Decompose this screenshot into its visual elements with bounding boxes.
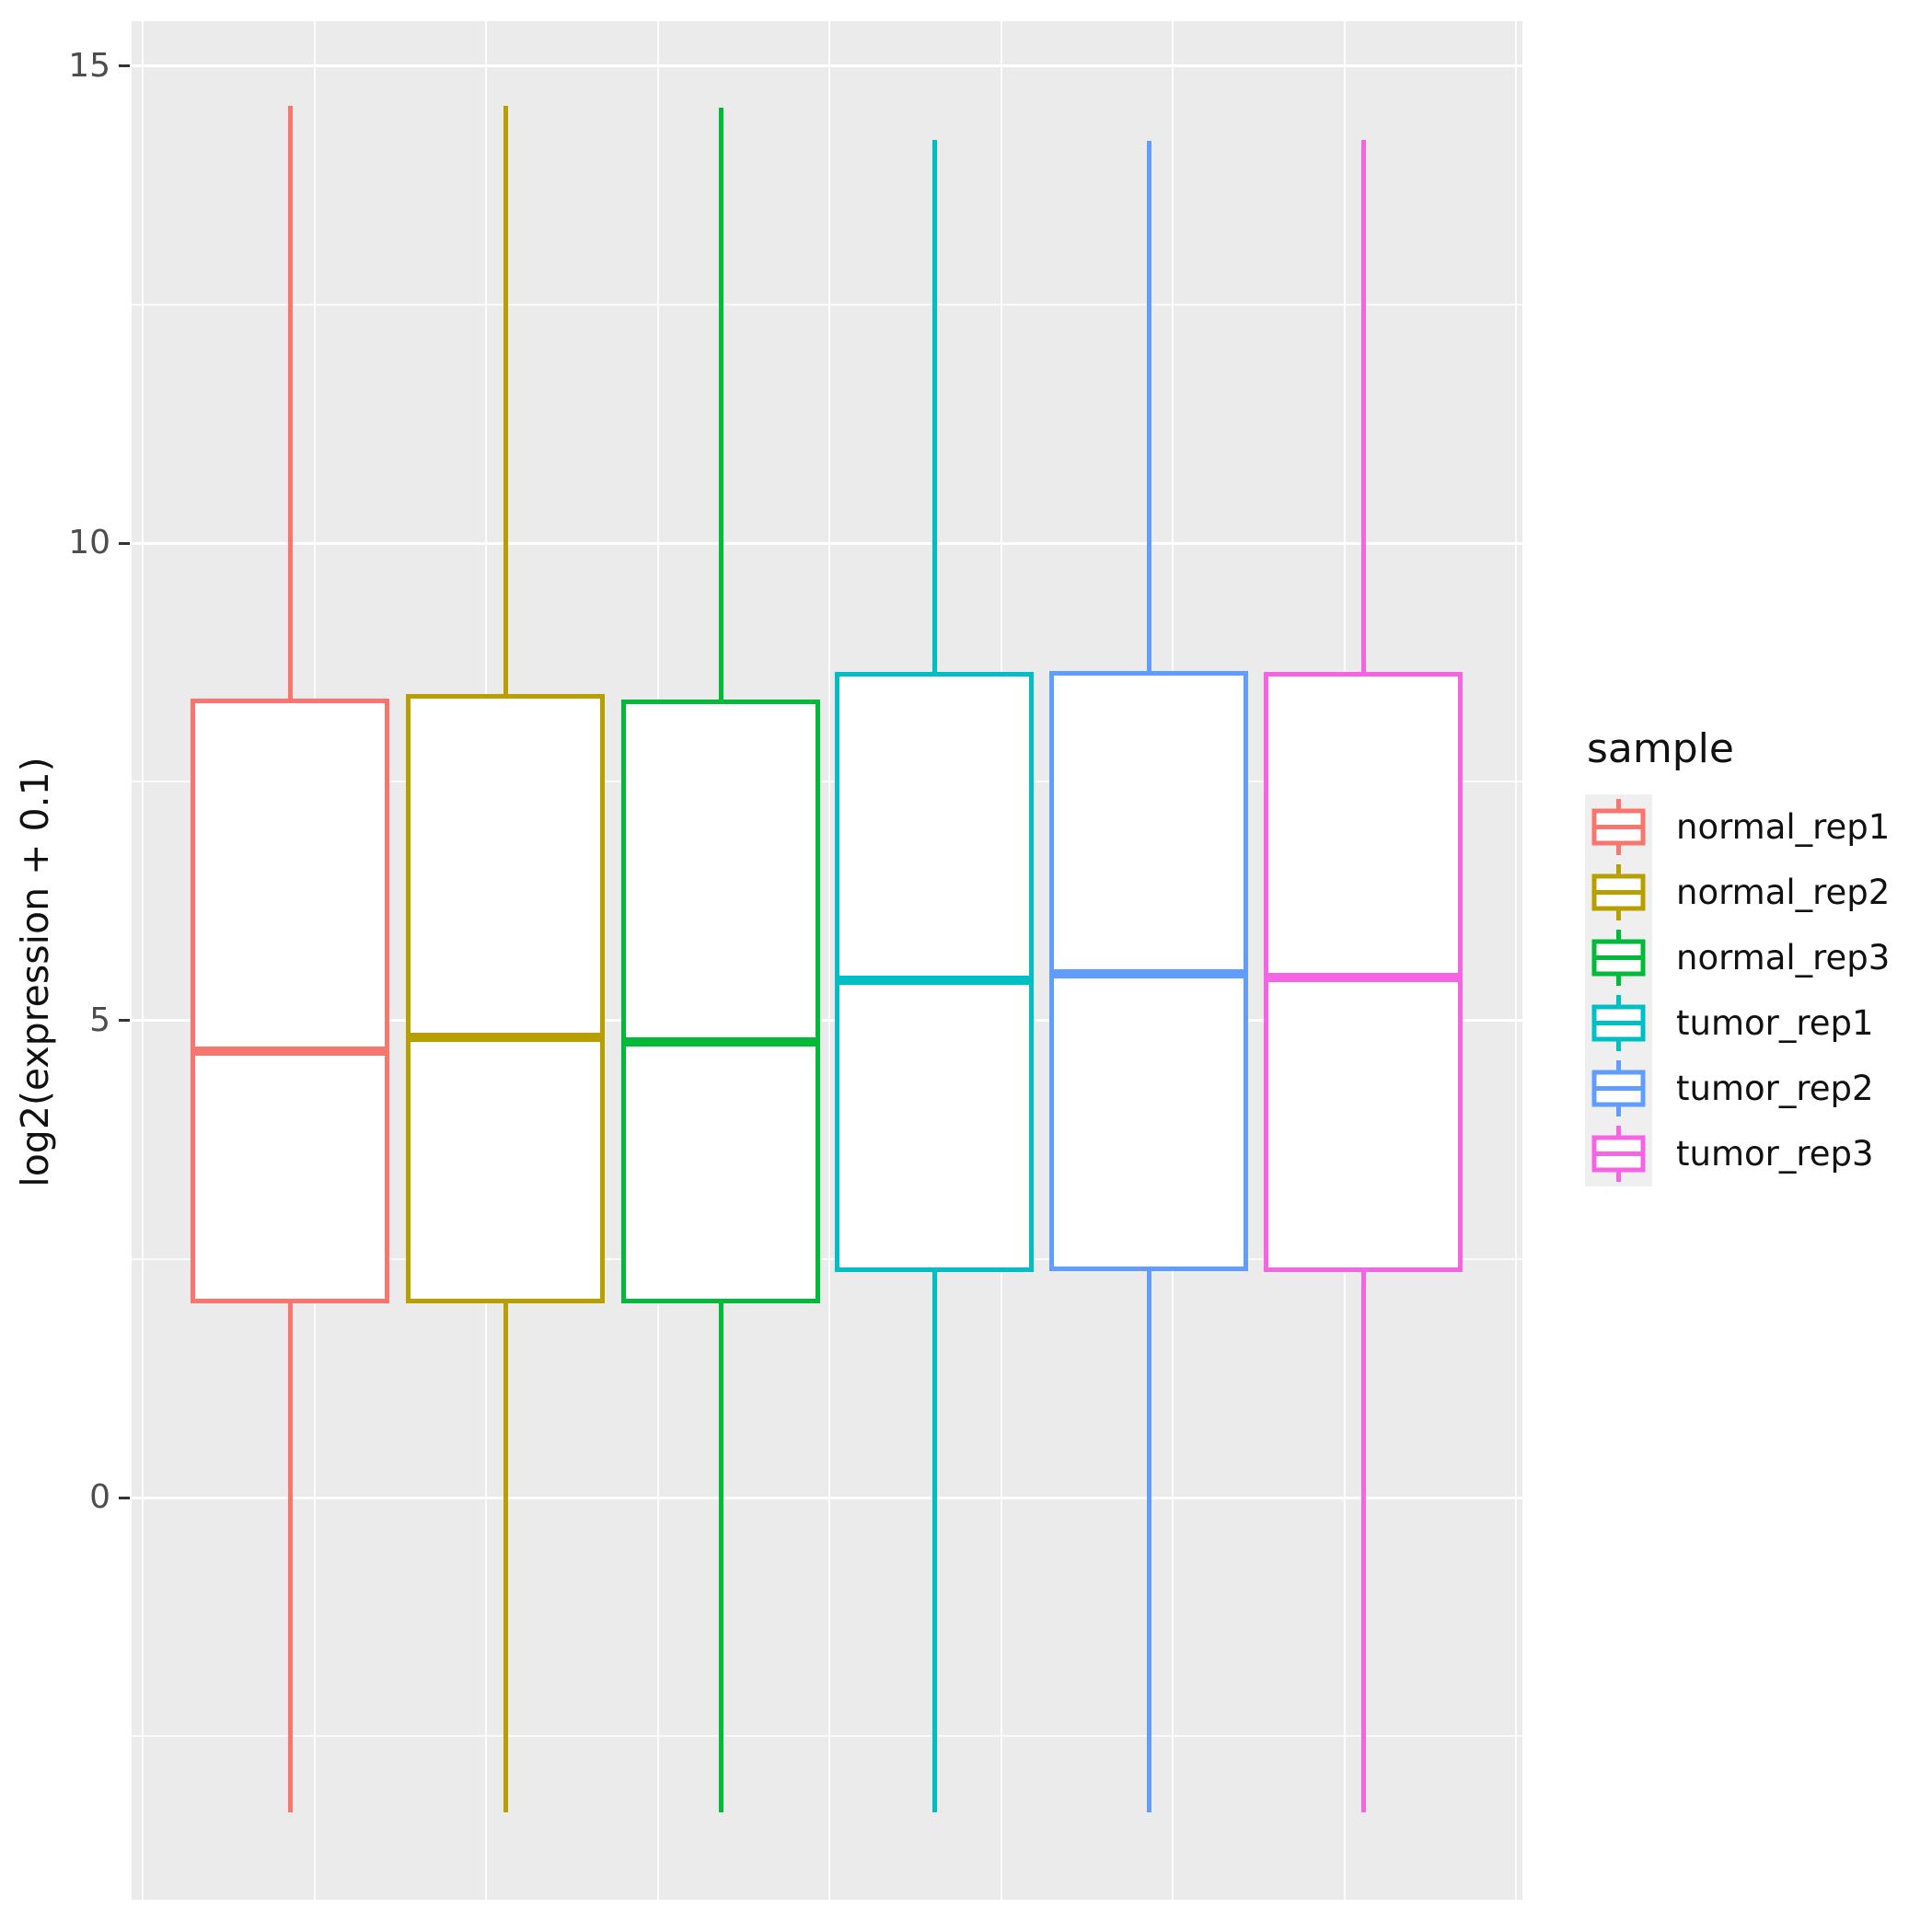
median-normal_rep3 [621,1037,820,1047]
y-tick-mark [119,541,130,545]
box-tumor_rep3 [1264,671,1463,1273]
legend-key-icon [1585,1056,1652,1121]
median-tumor_rep1 [835,975,1034,985]
grid-minor-y [132,303,1522,306]
legend-label: tumor_rep2 [1676,1069,1874,1108]
box-normal_rep1 [191,699,389,1304]
grid-x [1515,21,1517,1900]
grid-minor-y [132,1735,1522,1738]
y-tick-mark [119,1496,130,1499]
legend-entry-tumor_rep1: tumor_rep1 [1585,990,1890,1056]
legend-key-icon [1585,925,1652,990]
box-normal_rep2 [406,693,605,1304]
median-tumor_rep2 [1049,968,1248,978]
grid-x [828,21,830,1900]
median-normal_rep1 [191,1046,389,1056]
box-normal_rep3 [621,700,820,1304]
grid-major-y [132,541,1522,545]
legend-key-icon [1585,794,1652,860]
median-normal_rep2 [406,1033,605,1043]
legend-entry-normal_rep3: normal_rep3 [1585,925,1890,990]
legend-label: tumor_rep1 [1676,1003,1874,1043]
legend-title: sample [1587,725,1734,772]
y-tick-label: 0 [89,1478,110,1516]
grid-major-y [132,1019,1522,1022]
box-tumor_rep1 [835,671,1034,1273]
grid-x [142,21,144,1900]
y-tick-label: 5 [89,1001,110,1039]
legend-key-icon [1585,860,1652,925]
legend-entry-tumor_rep3: tumor_rep3 [1585,1121,1890,1186]
legend-label: normal_rep2 [1676,873,1891,912]
y-tick-label: 15 [68,46,110,85]
legend-key-icon [1585,1121,1652,1186]
legend-entry-normal_rep2: normal_rep2 [1585,860,1890,925]
legend: sample normal_rep1 normal_rep2 normal_rep3… [1585,725,1890,1186]
grid-minor-y [132,781,1522,783]
plot-panel [132,21,1522,1900]
y-axis-title: log2(expression + 0.1) [13,757,57,1187]
grid-major-y [132,64,1522,67]
legend-entry-tumor_rep2: tumor_rep2 [1585,1056,1890,1121]
grid-major-y [132,1496,1522,1499]
legend-entries: normal_rep1 normal_rep2 normal_rep3 tumor_r… [1585,794,1890,1186]
legend-key-icon [1585,990,1652,1056]
grid-minor-y [132,1257,1522,1260]
y-tick-mark [119,1019,130,1022]
y-tick-label: 10 [68,524,110,561]
median-tumor_rep3 [1264,972,1463,982]
legend-entry-normal_rep1: normal_rep1 [1585,794,1890,860]
legend-label: normal_rep3 [1676,938,1891,978]
legend-label: tumor_rep3 [1676,1134,1874,1174]
legend-label: normal_rep1 [1676,807,1891,847]
y-tick-mark [119,64,130,67]
